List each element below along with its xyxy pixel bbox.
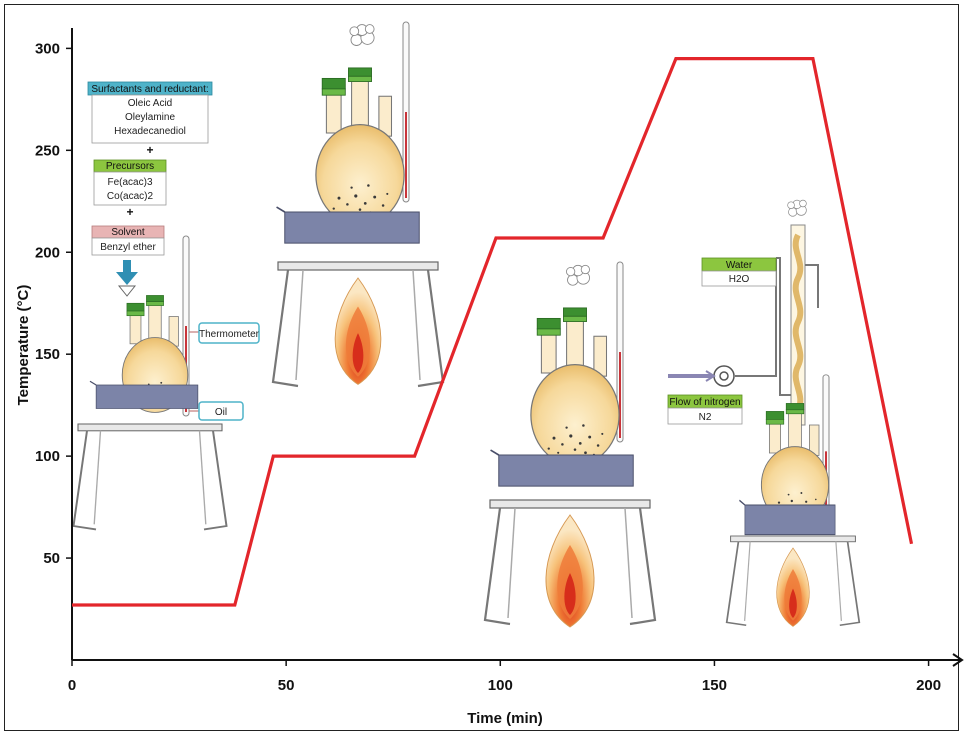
precursor-co-acac: Co(acac)2 [107, 191, 154, 202]
surfactant-oleylamine: Oleylamine [125, 112, 175, 123]
thermometer-label: Thermometer [199, 329, 260, 340]
callout-water: Water H2O [701, 257, 777, 287]
water-value: H2O [729, 274, 750, 285]
setup-4-reflux-condenser [668, 199, 861, 627]
x-tick-label: 150 [702, 677, 727, 694]
setup-3-heated-flask [483, 261, 657, 628]
condenser-icon [735, 224, 819, 426]
reagent-panel: Surfactants and reductant: Oleic Acid Ol… [87, 81, 213, 256]
setup-2-heated-flask [271, 21, 445, 388]
temperature-chart: 0 50 100 150 200 50 100 150 200 250 300 Time (min… [15, 28, 964, 727]
addition-funnel-icon [116, 260, 138, 297]
y-tick-label: 250 [35, 142, 60, 159]
temperature-series-line [72, 56, 914, 607]
x-axis-arrow [952, 653, 964, 667]
nitrogen-header: Flow of nitrogen [669, 397, 740, 408]
y-tick-label: 100 [35, 448, 60, 465]
axes [71, 28, 964, 667]
y-axis-title: Temperature (°C) [15, 285, 32, 406]
x-tick-label: 200 [916, 677, 941, 694]
y-ticks: 50 100 150 200 250 300 [35, 40, 72, 567]
nitrogen-valve-icon [668, 365, 735, 387]
x-ticks: 0 50 100 150 200 [68, 660, 941, 694]
precursors-box [93, 171, 167, 206]
x-tick-label: 50 [278, 677, 295, 694]
y-tick-label: 150 [35, 346, 60, 363]
surfactants-header: Surfactants and reductant: [91, 84, 208, 95]
callout-nitrogen: Flow of nitrogen N2 [667, 394, 743, 425]
oil-label: Oil [215, 407, 227, 418]
x-axis-title: Time (min) [467, 710, 543, 727]
plus-sign-1: + [146, 143, 153, 157]
solvent-header: Solvent [111, 227, 145, 238]
water-header: Water [726, 260, 753, 271]
y-tick-label: 200 [35, 244, 60, 261]
x-tick-label: 100 [488, 677, 513, 694]
precursors-header: Precursors [106, 161, 154, 172]
surfactant-oleic-acid: Oleic Acid [128, 98, 172, 109]
callout-oil: Oil [189, 401, 244, 421]
solvent-benzyl-ether: Benzyl ether [100, 242, 156, 253]
apparatus-illustrations [72, 21, 861, 628]
y-tick-label: 50 [43, 550, 60, 567]
x-tick-label: 0 [68, 677, 76, 694]
figure-frame [4, 4, 959, 731]
y-tick-label: 300 [35, 40, 60, 57]
solvent-box [91, 237, 165, 256]
setup-1-oil-bath-flask [72, 235, 228, 531]
surfactant-hexadecanediol: Hexadecanediol [114, 126, 186, 137]
nitrogen-value: N2 [699, 412, 712, 423]
plus-sign-2: + [126, 205, 133, 219]
callout-thermometer: Thermometer [189, 322, 260, 344]
surfactants-box [91, 94, 209, 144]
precursor-fe-acac: Fe(acac)3 [107, 177, 152, 188]
